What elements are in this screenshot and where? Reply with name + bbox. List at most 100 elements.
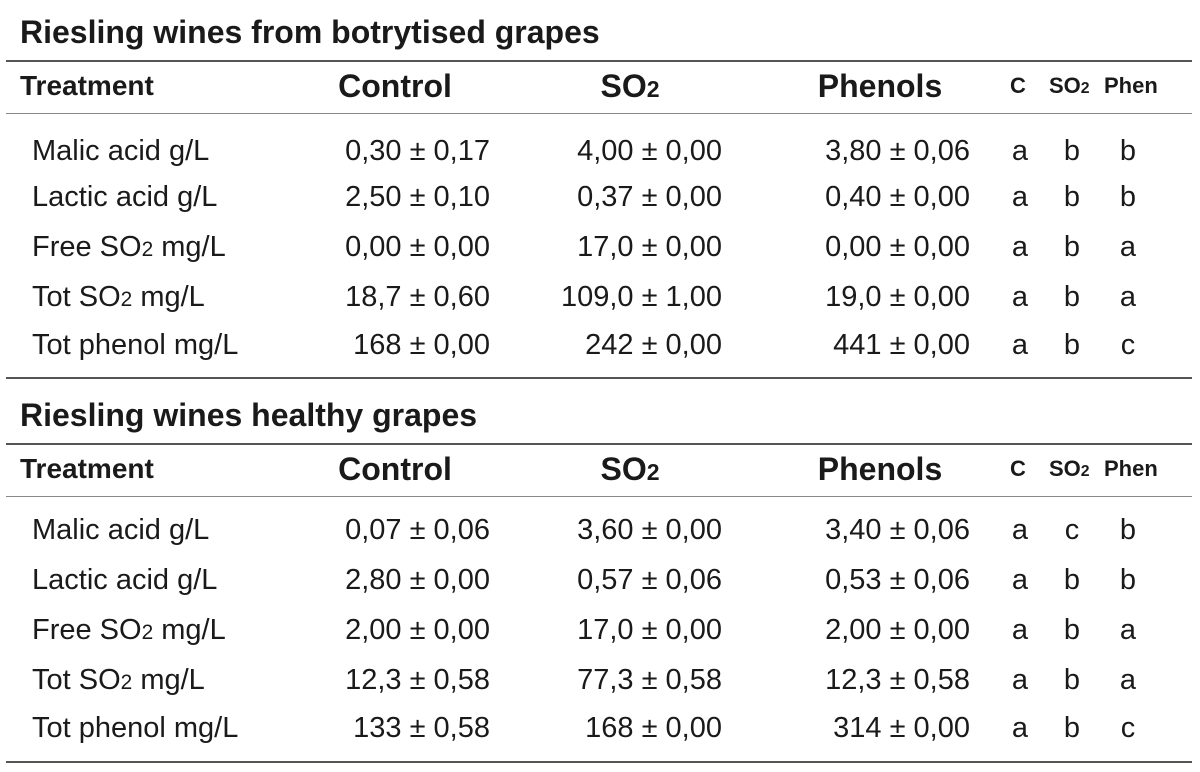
cell-letter-c: a <box>1011 664 1029 696</box>
cell-letter-so2: b <box>1063 614 1081 646</box>
row-label: Tot SO2 mg/L <box>32 272 205 325</box>
row-label: Tot SO2 mg/L <box>32 655 205 708</box>
cell-so2: 17,0 ± 0,00 <box>577 231 722 263</box>
bottom-rule <box>6 377 1192 379</box>
row-label-unit: mg/L <box>132 664 205 696</box>
cell-letter-so2: b <box>1063 281 1081 313</box>
cell-letter-phen: a <box>1119 231 1137 263</box>
cell-so2: 242 ± 0,00 <box>585 329 722 361</box>
row-label-text: Tot SO <box>32 664 121 696</box>
cell-so2: 0,37 ± 0,00 <box>577 181 722 213</box>
row-label-text: Lactic acid g/L <box>32 564 218 596</box>
cell-control: 18,7 ± 0,60 <box>345 281 490 313</box>
cell-control: 2,00 ± 0,00 <box>345 614 490 646</box>
cell-letter-so2: b <box>1063 181 1081 213</box>
header-control-text: Control <box>338 68 452 104</box>
cell-phenols: 0,53 ± 0,06 <box>825 564 970 596</box>
header-so2-text: SO <box>600 68 647 104</box>
cell-control: 2,50 ± 0,10 <box>345 181 490 213</box>
cell-control: 168 ± 0,00 <box>353 329 490 361</box>
header-control: Control <box>300 447 490 491</box>
table-row: Free SO2 mg/L 2,00 ± 0,00 17,0 ± 0,00 2,… <box>0 605 1200 655</box>
header-so2: SO2 <box>520 447 740 494</box>
row-label-subscript: 2 <box>120 288 133 311</box>
cell-letter-phen: a <box>1119 664 1137 696</box>
row-label-unit: mg/L <box>132 281 205 313</box>
cell-so2: 17,0 ± 0,00 <box>577 614 722 646</box>
header-letter-so2-subscript: 2 <box>1080 80 1090 97</box>
row-label-subscript: 2 <box>120 671 133 694</box>
table-row: Tot SO2 mg/L 12,3 ± 0,58 77,3 ± 0,58 12,… <box>0 655 1200 705</box>
header-so2-subscript: 2 <box>646 459 660 485</box>
row-label-text: Malic acid g/L <box>32 514 210 546</box>
header-letter-phen: Phen <box>1104 73 1158 98</box>
row-label-text: Free SO <box>32 614 142 646</box>
header-phenols-text: Phenols <box>817 451 943 487</box>
header-letter-so2: SO2 <box>1049 453 1090 488</box>
cell-letter-phen: b <box>1119 181 1137 213</box>
cell-phenols: 2,00 ± 0,00 <box>825 614 970 646</box>
cell-letter-so2: c <box>1064 514 1080 546</box>
header-control: Control <box>300 64 490 108</box>
cell-phenols: 3,80 ± 0,06 <box>825 135 970 167</box>
cell-letter-c: a <box>1011 281 1029 313</box>
row-label-text: Tot phenol mg/L <box>32 329 239 361</box>
row-label-text: Malic acid g/L <box>32 135 210 167</box>
row-label-subscript: 2 <box>141 238 154 261</box>
table-botrytised: Riesling wines from botrytised grapes Tr… <box>0 0 1200 385</box>
cell-so2: 0,57 ± 0,06 <box>577 564 722 596</box>
header-letter-so2-text: SO <box>1049 456 1081 481</box>
header-letter-so2-subscript: 2 <box>1080 463 1090 480</box>
header-letter-c: C <box>1010 73 1026 98</box>
cell-letter-c: a <box>1011 514 1029 546</box>
row-label: Malic acid g/L <box>32 126 209 179</box>
cell-letter-so2: b <box>1063 231 1081 263</box>
table-row: Tot phenol mg/L 168 ± 0,00 242 ± 0,00 44… <box>0 320 1200 370</box>
cell-letter-so2: b <box>1063 329 1081 361</box>
cell-phenols: 314 ± 0,00 <box>833 712 970 744</box>
header-phenols: Phenols <box>770 64 990 108</box>
cell-so2: 109,0 ± 1,00 <box>560 281 722 313</box>
row-label: Lactic acid g/L <box>32 555 217 608</box>
cell-letter-c: a <box>1011 231 1029 263</box>
table-row: Malic acid g/L 0,30 ± 0,17 4,00 ± 0,00 3… <box>0 126 1200 176</box>
header-letter-phen: Phen <box>1104 456 1158 481</box>
cell-phenols: 12,3 ± 0,58 <box>825 664 970 696</box>
header-rule <box>6 113 1192 114</box>
row-label-text: Lactic acid g/L <box>32 181 218 213</box>
cell-letter-so2: b <box>1063 664 1081 696</box>
header-so2-subscript: 2 <box>646 76 660 102</box>
table-row: Tot SO2 mg/L 18,7 ± 0,60 109,0 ± 1,00 19… <box>0 272 1200 322</box>
table-row: Free SO2 mg/L 0,00 ± 0,00 17,0 ± 0,00 0,… <box>0 222 1200 272</box>
cell-letter-phen: c <box>1120 712 1136 744</box>
header-so2-text: SO <box>600 451 647 487</box>
table-row: Tot phenol mg/L 133 ± 0,58 168 ± 0,00 31… <box>0 703 1200 753</box>
header-so2: SO2 <box>520 64 740 111</box>
row-label-unit: mg/L <box>153 614 226 646</box>
cell-control: 133 ± 0,58 <box>353 712 490 744</box>
cell-control: 12,3 ± 0,58 <box>345 664 490 696</box>
cell-phenols: 0,00 ± 0,00 <box>825 231 970 263</box>
cell-letter-c: a <box>1011 181 1029 213</box>
cell-letter-phen: a <box>1119 614 1137 646</box>
cell-phenols: 0,40 ± 0,00 <box>825 181 970 213</box>
row-label: Malic acid g/L <box>32 505 209 558</box>
row-label-text: Free SO <box>32 231 142 263</box>
table-row: Lactic acid g/L 2,80 ± 0,00 0,57 ± 0,06 … <box>0 555 1200 605</box>
bottom-rule <box>6 761 1192 763</box>
table-healthy: Riesling wines healthy grapes Treatment … <box>0 385 1200 772</box>
cell-letter-phen: b <box>1119 514 1137 546</box>
cell-letter-c: a <box>1011 712 1029 744</box>
cell-so2: 77,3 ± 0,58 <box>577 664 722 696</box>
row-label-text: Tot phenol mg/L <box>32 712 239 744</box>
header-control-text: Control <box>338 451 452 487</box>
cell-letter-c: a <box>1011 329 1029 361</box>
table-title: Riesling wines from botrytised grapes <box>20 14 600 50</box>
cell-letter-so2: b <box>1063 564 1081 596</box>
cell-control: 0,07 ± 0,06 <box>345 514 490 546</box>
header-letter-so2: SO2 <box>1049 70 1090 105</box>
row-label-subscript: 2 <box>141 621 154 644</box>
cell-letter-phen: c <box>1120 329 1136 361</box>
cell-letter-so2: b <box>1063 712 1081 744</box>
top-rule <box>6 60 1192 62</box>
